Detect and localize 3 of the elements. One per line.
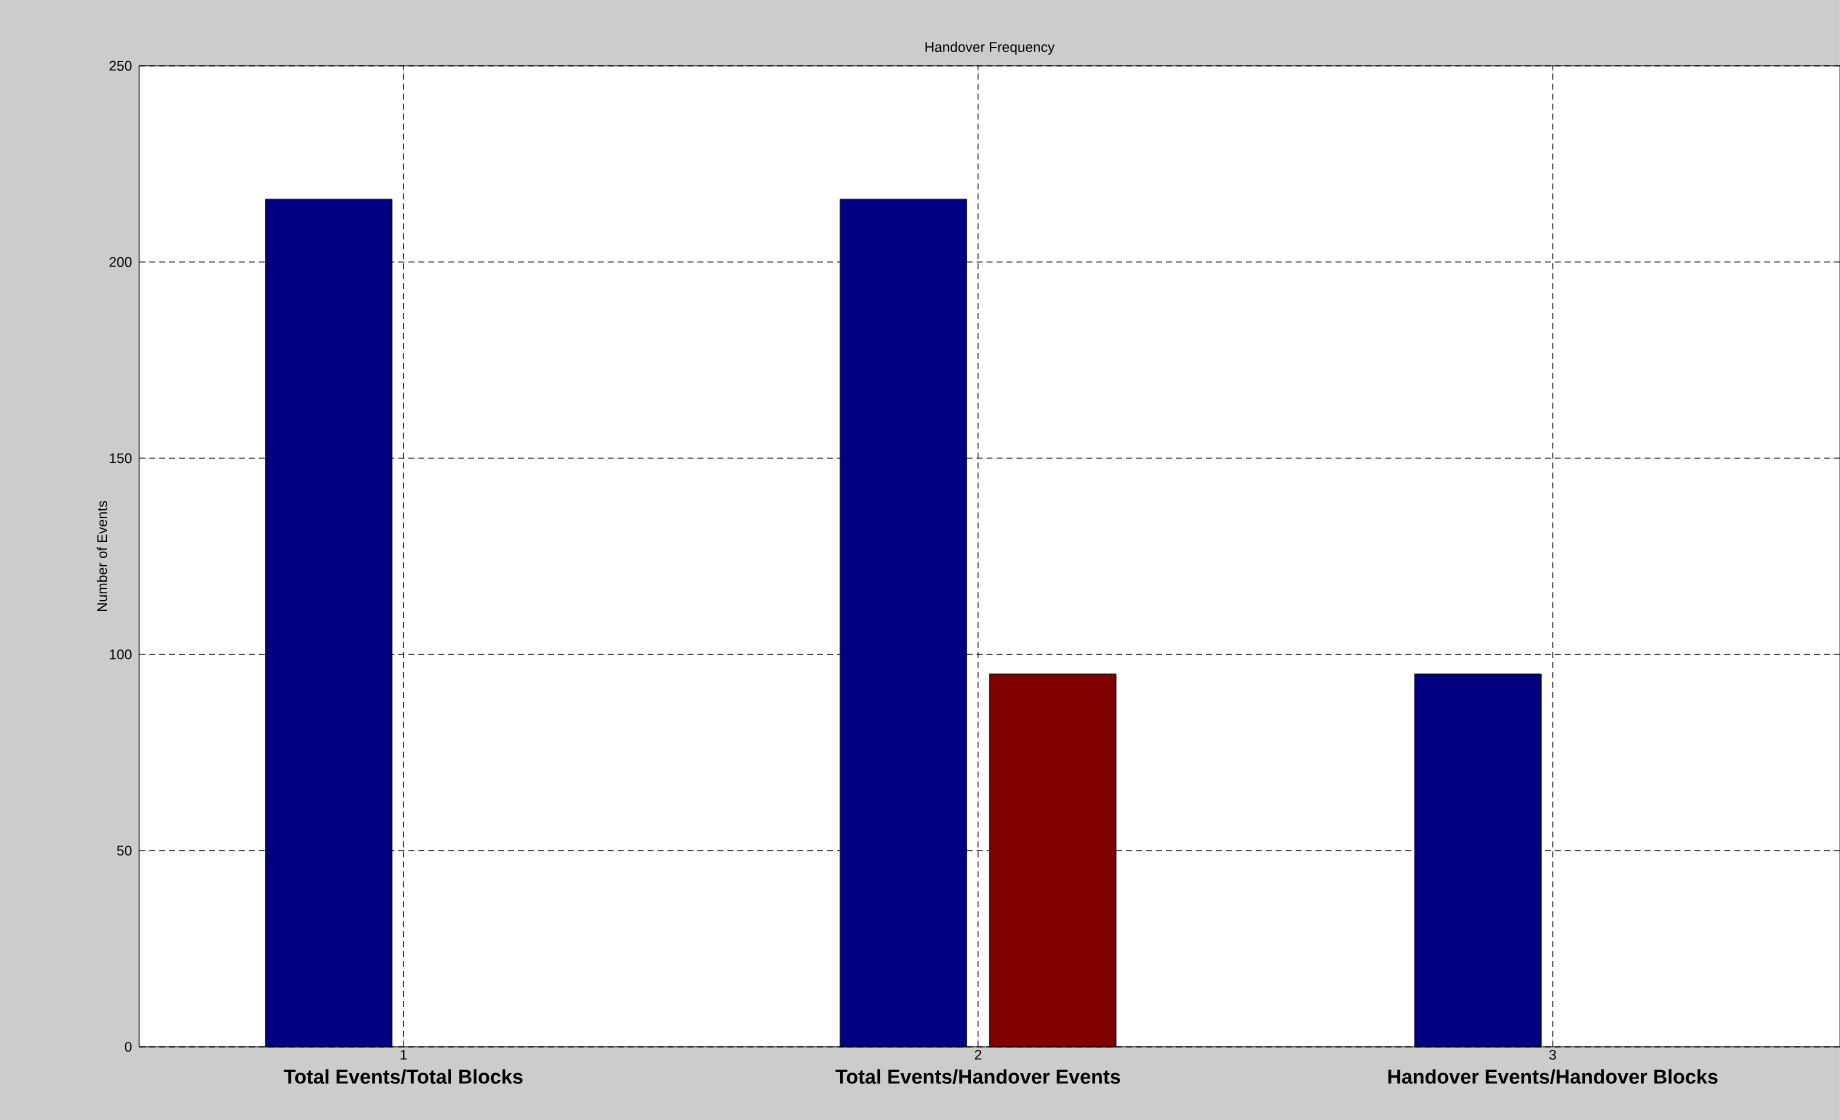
text: Total Events/Handover Events xyxy=(835,1068,1121,1084)
text: Handover Events/Handover Blocks xyxy=(1388,1068,1718,1084)
text: Total Events/Total Blocks xyxy=(283,1068,523,1084)
